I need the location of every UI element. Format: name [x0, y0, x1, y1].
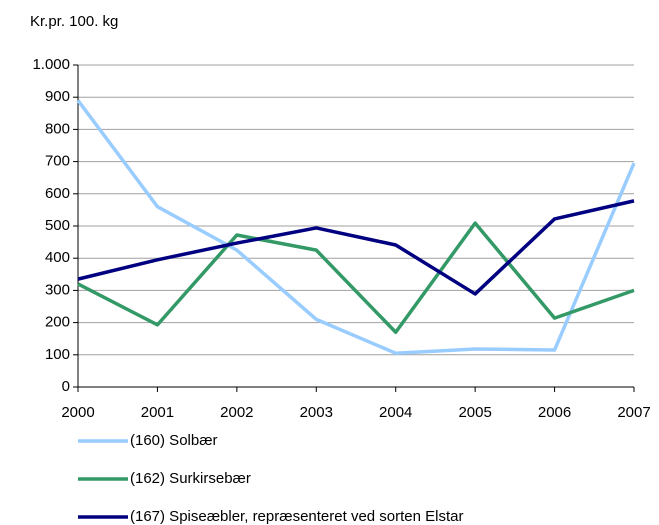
- x-tick-label: 2001: [141, 404, 174, 421]
- y-tick-label: 800: [45, 120, 70, 137]
- y-tick-label: 400: [45, 249, 70, 266]
- y-tick-label: 300: [45, 281, 70, 298]
- x-tick-label: 2006: [538, 404, 571, 421]
- series-line: [77, 221, 635, 335]
- y-tick-label: 100: [45, 346, 70, 363]
- legend-label: (167) Spiseæbler, repræsenteret ved sort…: [130, 508, 464, 525]
- y-tick-label: 200: [45, 314, 70, 331]
- x-tick-label: 2004: [379, 404, 412, 421]
- series-line: [76, 99, 636, 355]
- series-line: [77, 199, 635, 296]
- x-tick-label: 2005: [458, 404, 491, 421]
- y-tick-label: 0: [62, 378, 70, 395]
- legend-label: (160) Solbær: [130, 432, 218, 449]
- y-tick-label: 900: [45, 88, 70, 105]
- y-tick-label: 600: [45, 185, 70, 202]
- x-tick-label: 2000: [61, 404, 94, 421]
- x-tick-label: 2007: [617, 404, 650, 421]
- legend-label: (162) Surkirsebær: [130, 470, 251, 487]
- y-tick-label: 700: [45, 153, 70, 170]
- x-tick-label: 2002: [220, 404, 253, 421]
- y-tick-label: 1.000: [32, 56, 70, 73]
- x-tick-label: 2003: [300, 404, 333, 421]
- y-axis-label: Kr.pr. 100. kg: [30, 13, 118, 30]
- y-tick-label: 500: [45, 217, 70, 234]
